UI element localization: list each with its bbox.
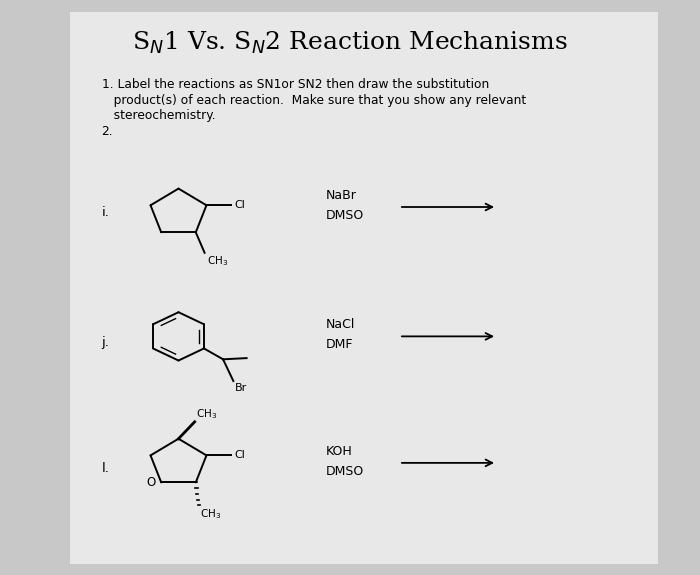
Text: 2.: 2. bbox=[102, 125, 113, 137]
Text: KOH: KOH bbox=[326, 445, 352, 458]
Text: product(s) of each reaction.  Make sure that you show any relevant: product(s) of each reaction. Make sure t… bbox=[102, 94, 526, 106]
Text: CH$_3$: CH$_3$ bbox=[206, 255, 228, 269]
Text: O: O bbox=[146, 476, 155, 489]
Text: DMSO: DMSO bbox=[326, 209, 364, 222]
Text: DMSO: DMSO bbox=[326, 465, 364, 478]
Text: CH$_3$: CH$_3$ bbox=[196, 407, 217, 421]
Text: NaBr: NaBr bbox=[326, 189, 356, 202]
Text: stereochemistry.: stereochemistry. bbox=[102, 109, 215, 122]
Text: $\mathregular{S}_N$1 Vs. $\mathregular{S}_N$2 Reaction Mechanisms: $\mathregular{S}_N$1 Vs. $\mathregular{S… bbox=[132, 30, 568, 56]
Text: j.: j. bbox=[102, 336, 109, 348]
Text: Cl: Cl bbox=[234, 200, 245, 210]
Text: l.: l. bbox=[102, 462, 109, 475]
Text: 1. Label the reactions as SN1or SN2 then draw the substitution: 1. Label the reactions as SN1or SN2 then… bbox=[102, 78, 489, 91]
Text: DMF: DMF bbox=[326, 339, 353, 351]
Text: NaCl: NaCl bbox=[326, 319, 355, 331]
Text: i.: i. bbox=[102, 206, 109, 219]
Text: Br: Br bbox=[234, 383, 247, 393]
Text: CH$_3$: CH$_3$ bbox=[200, 507, 221, 521]
Text: Cl: Cl bbox=[234, 450, 245, 461]
